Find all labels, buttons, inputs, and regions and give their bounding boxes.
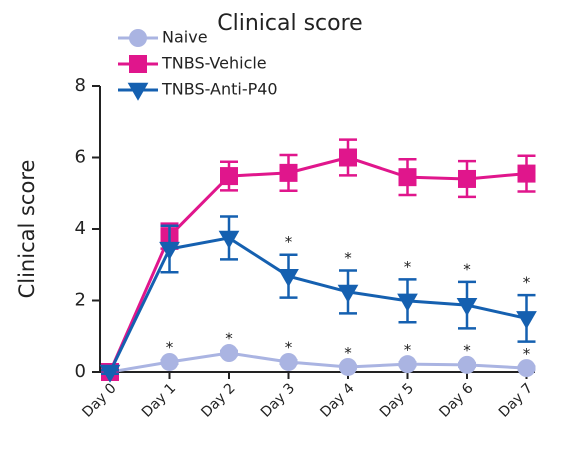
marker (279, 352, 298, 371)
significance-mark: * (285, 339, 293, 357)
significance-mark: * (285, 233, 293, 251)
legend-label: TNBS-Vehicle (161, 54, 267, 73)
marker (398, 355, 417, 374)
marker (458, 355, 476, 374)
marker (339, 148, 357, 167)
marker (398, 168, 417, 187)
significance-mark: * (344, 249, 352, 267)
significance-mark: * (463, 342, 471, 360)
marker (129, 29, 147, 47)
significance-mark: * (166, 339, 174, 357)
y-tick-label: 4 (75, 218, 86, 239)
marker (517, 359, 536, 378)
series-line (109, 351, 527, 374)
marker (339, 357, 357, 376)
y-tick-label: 6 (75, 147, 86, 168)
marker (218, 230, 240, 249)
significance-mark: * (404, 258, 412, 276)
legend-label: TNBS-Anti-P40 (161, 80, 278, 99)
x-tick-label: Day 2 (198, 380, 238, 420)
significance-mark: * (463, 260, 471, 278)
x-tick-label: Day 0 (79, 380, 119, 420)
marker (337, 284, 359, 303)
marker (129, 55, 147, 73)
marker (517, 164, 536, 183)
significance-mark: * (523, 345, 531, 363)
marker (279, 163, 298, 182)
y-tick-label: 0 (75, 361, 86, 382)
y-tick-label: 2 (75, 290, 86, 311)
marker (220, 344, 238, 363)
significance-mark: * (225, 329, 233, 347)
marker (516, 311, 537, 330)
significance-mark: * (404, 341, 412, 359)
marker (397, 293, 418, 312)
x-tick-label: Day 6 (436, 380, 476, 420)
significance-mark: * (523, 274, 531, 292)
marker (99, 364, 121, 383)
x-tick-label: Day 1 (139, 380, 179, 420)
y-tick-label: 8 (75, 75, 86, 96)
x-tick-label: Day 5 (377, 380, 417, 420)
x-tick-label: Day 7 (496, 380, 536, 420)
marker (278, 268, 299, 287)
marker (458, 169, 476, 188)
x-tick-label: Day 3 (258, 380, 298, 420)
marker (220, 167, 238, 186)
significance-mark: * (344, 344, 352, 362)
series-line (108, 236, 527, 373)
marker (127, 82, 149, 101)
legend-label: Naive (162, 28, 208, 47)
marker (159, 241, 180, 260)
marker (160, 352, 179, 371)
marker (456, 297, 478, 316)
chart-title: Clinical score (217, 11, 362, 36)
y-axis-label: Clinical score (15, 160, 39, 299)
series-line (108, 155, 527, 373)
x-tick-label: Day 4 (317, 380, 357, 420)
